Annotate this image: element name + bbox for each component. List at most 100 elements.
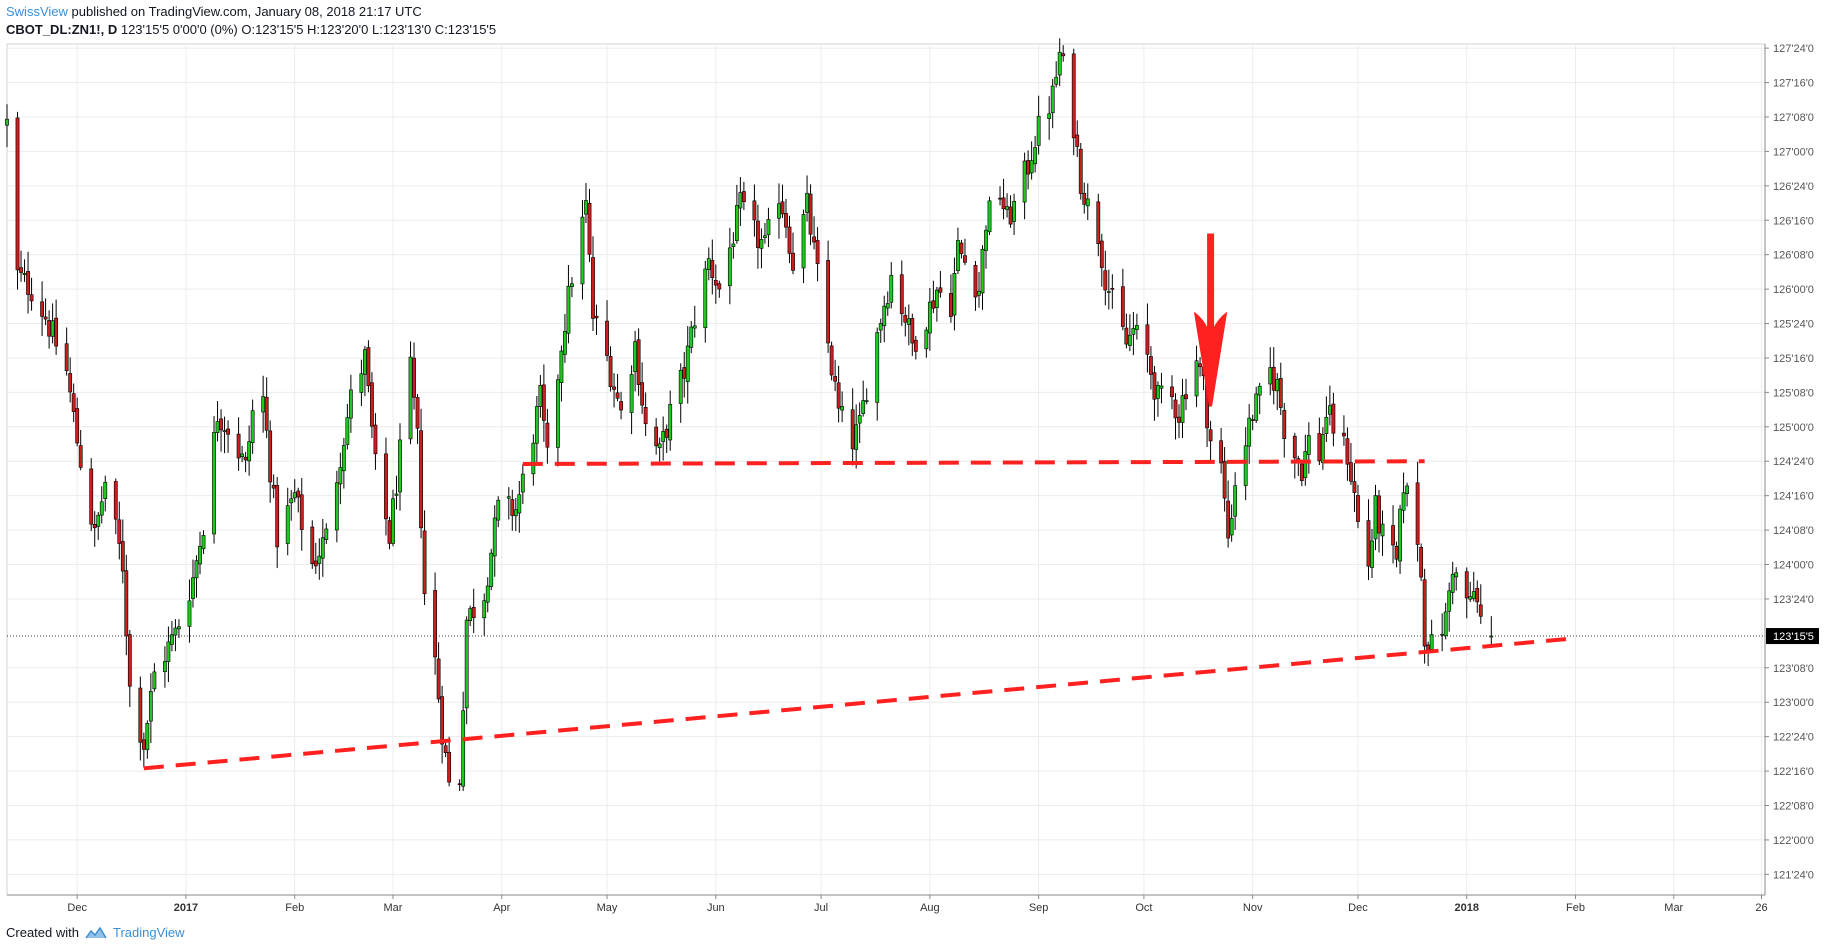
tradingview-link[interactable]: TradingView — [112, 925, 185, 940]
candle-body — [113, 481, 118, 520]
candle-body — [531, 442, 536, 475]
candle-body — [22, 273, 27, 275]
candle-body — [464, 619, 469, 709]
candle-body — [201, 535, 206, 550]
candle-body — [833, 376, 838, 382]
candle-body — [1247, 417, 1252, 447]
candle-body — [682, 367, 687, 379]
candle-body — [1454, 572, 1459, 578]
candle-body — [520, 473, 525, 493]
candle-body — [517, 494, 522, 514]
candle-body — [15, 117, 20, 271]
author-link[interactable]: SwissView — [6, 4, 68, 19]
candle-body — [1208, 429, 1213, 442]
candle-body — [541, 384, 546, 421]
candle-body — [826, 260, 831, 344]
candle-body — [398, 439, 402, 493]
candle-body — [391, 498, 395, 544]
candle-body — [899, 274, 904, 315]
candle-body — [987, 200, 992, 233]
horizontal-resistance-line[interactable] — [522, 459, 1425, 466]
candle-body — [756, 220, 760, 248]
candle-body — [1429, 634, 1434, 650]
red-down-arrow[interactable] — [1194, 233, 1228, 407]
candle-body — [1292, 435, 1297, 459]
candle-body — [489, 552, 494, 587]
candle-body — [731, 243, 736, 248]
candle-body — [1349, 462, 1353, 482]
candle-body — [1254, 393, 1259, 421]
candle-body — [415, 397, 420, 429]
candle-body — [1422, 579, 1427, 647]
candle-body — [120, 541, 125, 572]
candle-body — [1356, 495, 1360, 522]
candle-body — [1352, 481, 1357, 493]
candle-body — [366, 347, 371, 387]
candle-body — [734, 205, 739, 242]
candle-body — [1478, 604, 1483, 617]
y-tick-label: 126'24'0 — [1773, 181, 1814, 193]
rising-support-trendline[interactable] — [143, 636, 1569, 771]
y-tick-label: 124'16'0 — [1773, 491, 1814, 503]
x-tick-label: 2017 — [174, 902, 198, 914]
candle-body — [949, 293, 953, 317]
tradingview-logo-icon — [85, 926, 107, 939]
candle-body — [482, 600, 487, 619]
candle-body — [1120, 286, 1125, 327]
y-tick-label: 121'24'0 — [1773, 869, 1814, 881]
candle-body — [1320, 434, 1325, 464]
y-tick-label: 123'08'0 — [1773, 663, 1814, 675]
candle-body — [422, 530, 427, 595]
candle-body — [198, 545, 202, 565]
candle-body — [689, 326, 694, 348]
candle-body — [226, 428, 230, 435]
candle-body — [513, 509, 518, 517]
candle-body — [296, 490, 301, 498]
published-text: published on TradingView.com, January 08… — [67, 4, 422, 19]
candle-body — [1278, 378, 1283, 408]
candle-body — [566, 285, 571, 334]
candle-body — [1229, 517, 1234, 536]
candle-body — [440, 696, 445, 745]
ohlc-values: 123'15'5 0'00'0 (0%) O:123'15'5 H:123'20… — [120, 22, 497, 37]
y-tick-label: 127'24'0 — [1773, 43, 1814, 55]
candle-body — [1057, 51, 1062, 76]
candle-body — [173, 627, 178, 636]
candle-body — [643, 407, 648, 425]
candle-body — [534, 406, 539, 444]
x-tick-label: Nov — [1243, 902, 1263, 914]
x-tick-label: 2018 — [1454, 902, 1478, 914]
candle-body — [801, 214, 806, 269]
candle-body — [268, 430, 273, 483]
candle-body — [19, 267, 23, 273]
candle-body — [292, 492, 297, 499]
candle-body — [1103, 270, 1108, 291]
candle-body — [556, 379, 560, 448]
publish-header: SwissView published on TradingView.com, … — [6, 3, 422, 21]
candle-body — [1145, 324, 1150, 355]
x-tick-label: May — [597, 902, 618, 914]
x-tick-label: Mar — [1664, 902, 1683, 914]
candle-body — [1398, 508, 1402, 562]
candle-body — [1134, 325, 1139, 330]
candle-body — [956, 240, 960, 271]
candle-body — [1050, 85, 1055, 114]
candle-body — [934, 289, 939, 308]
candle-body — [1180, 395, 1185, 423]
x-tick-label: Jun — [707, 902, 725, 914]
candle-body — [1036, 115, 1041, 146]
candle-body — [906, 318, 911, 325]
candle-body — [1096, 201, 1101, 244]
candle-body — [612, 386, 616, 390]
candle-body — [664, 428, 669, 438]
candle-body — [784, 213, 788, 228]
candle-body — [363, 349, 367, 375]
candle-body — [127, 634, 132, 687]
candle-body — [1008, 206, 1013, 225]
candle-body — [261, 396, 266, 413]
candle-body — [394, 493, 399, 496]
candle-body — [1303, 451, 1308, 478]
footer: Created with TradingView — [6, 924, 185, 942]
candle-body — [791, 252, 795, 271]
